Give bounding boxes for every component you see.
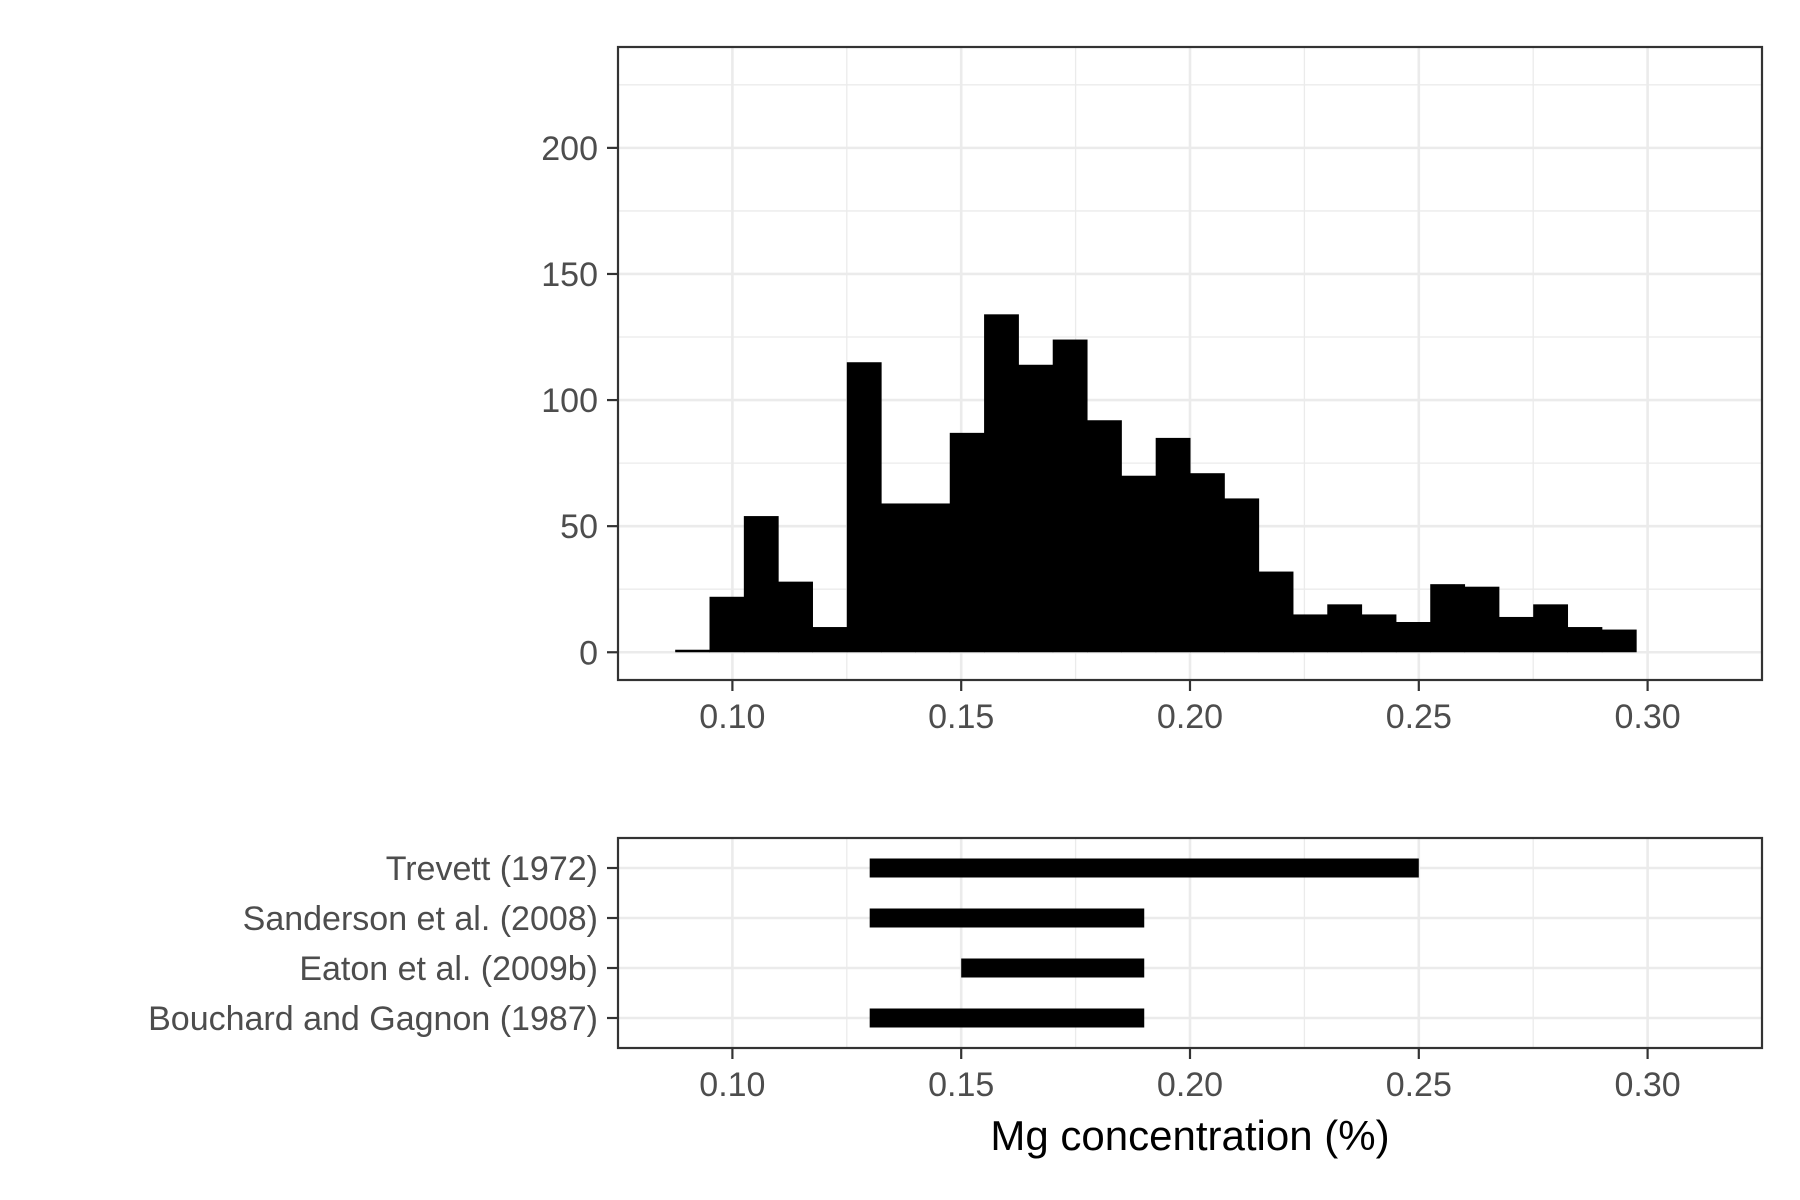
histogram-bar	[1190, 473, 1225, 653]
histogram-gridlines	[617, 47, 1763, 680]
range-category-label: Bouchard and Gagnon (1987)	[148, 1000, 598, 1038]
histogram-bar	[778, 581, 813, 653]
range-x-axis: 0.10 0.15 0.20 0.25 0.30	[699, 1048, 1681, 1104]
histogram-x-axis: 0.10 0.15 0.20 0.25 0.30	[699, 680, 1681, 736]
histogram-bar	[1533, 604, 1569, 653]
histogram-bar	[1430, 584, 1466, 653]
range-category-label: Sanderson et al. (2008)	[243, 900, 598, 938]
range-x-tick-label: 0.10	[699, 1066, 765, 1104]
histogram-y-tick-label: 200	[541, 130, 598, 168]
histogram-bar	[1087, 420, 1122, 653]
histogram-bar	[1327, 604, 1363, 653]
histogram-bar	[812, 627, 848, 653]
histogram-bar	[949, 432, 985, 653]
histogram-bar	[1258, 571, 1294, 653]
reference-range-panel: Trevett (1972) Sanderson et al. (2008) Eat…	[148, 836, 1764, 1159]
histogram-y-tick-label: 150	[541, 256, 598, 294]
histogram-bar	[915, 503, 951, 653]
histogram-bar	[881, 503, 916, 653]
histogram-y-tick-label: 0	[579, 634, 598, 672]
histogram-bar	[1121, 475, 1157, 653]
histogram-bar	[1601, 629, 1637, 653]
histogram-bar	[1567, 627, 1603, 653]
histogram-bar	[1052, 339, 1088, 653]
histogram-bar	[1155, 437, 1191, 653]
range-x-tick-label: 0.20	[1157, 1066, 1223, 1104]
range-category-label: Trevett (1972)	[386, 850, 598, 888]
histogram-bar	[1224, 498, 1260, 653]
histogram-bar	[1498, 616, 1534, 653]
range-x-tick-label: 0.30	[1615, 1066, 1681, 1104]
histogram-bar	[675, 649, 711, 653]
range-y-axis: Trevett (1972) Sanderson et al. (2008) Eat…	[148, 850, 618, 1038]
histogram-panel: 0 50 100 150 200 0.10 0.15 0.20 0.25 0.30	[541, 45, 1764, 736]
histogram-bar	[1395, 621, 1431, 653]
range-x-tick-label: 0.25	[1386, 1066, 1452, 1104]
histogram-x-tick-label: 0.25	[1386, 698, 1452, 736]
histogram-y-tick-label: 100	[541, 382, 598, 420]
histogram-x-tick-label: 0.20	[1157, 698, 1223, 736]
histogram-bars	[675, 314, 1637, 653]
histogram-y-axis: 0 50 100 150 200	[541, 130, 618, 672]
histogram-bar	[709, 596, 745, 653]
histogram-bar	[984, 314, 1019, 653]
range-bars	[869, 858, 1419, 1028]
histogram-bar	[1292, 614, 1328, 653]
histogram-x-tick-label: 0.30	[1615, 698, 1681, 736]
histogram-bar	[846, 362, 882, 653]
x-axis-title: Mg concentration (%)	[990, 1112, 1389, 1159]
histogram-x-tick-label: 0.15	[928, 698, 994, 736]
histogram-y-tick-label: 50	[560, 508, 598, 546]
range-category-label: Eaton et al. (2009b)	[299, 950, 598, 988]
histogram-bar	[1361, 614, 1397, 653]
histogram-bar	[1464, 586, 1500, 653]
histogram-x-tick-label: 0.10	[699, 698, 765, 736]
histogram-bar	[1018, 364, 1054, 653]
histogram-bar	[743, 516, 779, 653]
range-x-tick-label: 0.15	[928, 1066, 994, 1104]
